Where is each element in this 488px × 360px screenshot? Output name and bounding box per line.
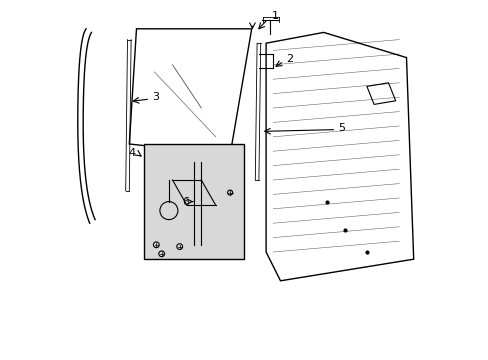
Text: 6: 6 <box>183 197 189 207</box>
Text: 4: 4 <box>128 148 136 158</box>
FancyBboxPatch shape <box>143 144 244 259</box>
Text: 1: 1 <box>271 11 278 21</box>
Text: 2: 2 <box>285 54 292 64</box>
Text: 5: 5 <box>338 123 345 133</box>
Text: 3: 3 <box>152 92 159 102</box>
